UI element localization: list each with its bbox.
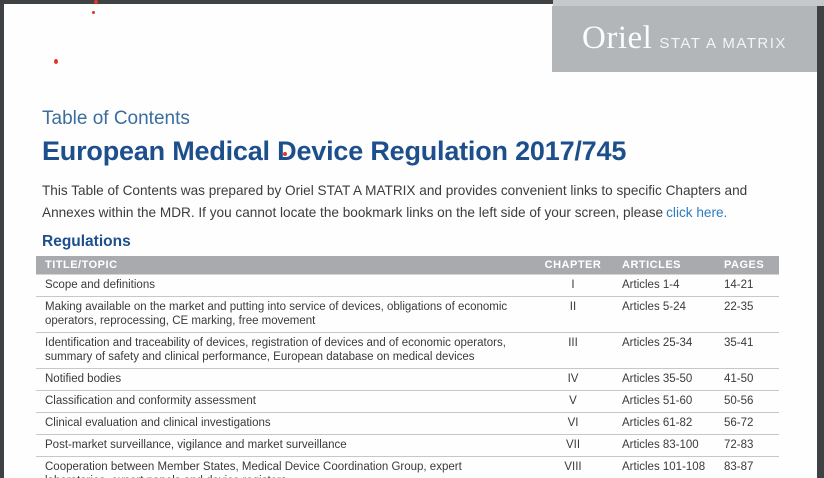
document-content: Table of Contents European Medical Devic…	[36, 108, 796, 478]
row-articles-link[interactable]: Articles 61-82	[610, 412, 712, 435]
row-pages: 22-35	[712, 296, 779, 333]
row-pages: 35-41	[712, 332, 779, 369]
col-header-pages: PAGES	[712, 256, 779, 275]
frame-top-edge-light	[553, 0, 824, 6]
col-header-chapter: CHAPTER	[536, 256, 610, 275]
table-row: Cooperation between Member States, Medic…	[36, 456, 779, 478]
row-pages: 14-21	[712, 274, 779, 297]
intro-text: This Table of Contents was prepared by O…	[42, 183, 748, 220]
row-chapter: IV	[536, 368, 610, 391]
table-row: Scope and definitions I Articles 1-4 14-…	[36, 274, 779, 297]
row-title: Cooperation between Member States, Medic…	[36, 456, 536, 478]
row-chapter: V	[536, 390, 610, 413]
row-articles-link[interactable]: Articles 83-100	[610, 434, 712, 457]
row-title: Post-market surveillance, vigilance and …	[36, 434, 536, 457]
col-header-title-topic: TITLE/TOPIC	[36, 256, 536, 275]
row-articles-link[interactable]: Articles 5-24	[610, 296, 712, 333]
row-title: Identification and traceability of devic…	[36, 332, 536, 369]
table-header-row: TITLE/TOPIC CHAPTER ARTICLES PAGES	[36, 256, 779, 275]
row-title: Making available on the market and putti…	[36, 296, 536, 333]
row-articles-link[interactable]: Articles 51-60	[610, 390, 712, 413]
logo-brand-text: Oriel	[582, 20, 653, 56]
frame-left-edge	[0, 0, 4, 478]
toc-eyebrow: Table of Contents	[42, 108, 190, 129]
row-articles-link[interactable]: Articles 35-50	[610, 368, 712, 391]
frame-top-edge	[0, 0, 553, 4]
row-articles-link[interactable]: Articles 1-4	[610, 274, 712, 297]
row-chapter: VIII	[536, 456, 610, 478]
row-chapter: III	[536, 332, 610, 369]
table-row: Post-market surveillance, vigilance and …	[36, 434, 779, 457]
oriel-logo: Oriel STAT A MATRIX	[552, 6, 817, 72]
row-title: Classification and conformity assessment	[36, 390, 536, 413]
intro-paragraph: This Table of Contents was prepared by O…	[42, 180, 796, 224]
row-pages: 72-83	[712, 434, 779, 457]
table-row: Clinical evaluation and clinical investi…	[36, 412, 779, 435]
red-dot-artifact	[92, 11, 95, 14]
page-title: European Medical Device Regulation 2017/…	[42, 136, 627, 166]
regulations-table: TITLE/TOPIC CHAPTER ARTICLES PAGES Scope…	[36, 256, 779, 478]
row-chapter: I	[536, 274, 610, 297]
regulations-table-wrap: TITLE/TOPIC CHAPTER ARTICLES PAGES Scope…	[36, 256, 790, 478]
col-header-articles: ARTICLES	[610, 256, 712, 275]
regulations-heading: Regulations	[42, 233, 131, 250]
red-dot-artifact	[54, 59, 58, 64]
row-pages: 83-87	[712, 456, 779, 478]
logo-suffix-text: STAT A MATRIX	[659, 35, 787, 52]
row-pages: 56-72	[712, 412, 779, 435]
row-chapter: II	[536, 296, 610, 333]
row-articles-link[interactable]: Articles 101-108	[610, 456, 712, 478]
red-dot-artifact	[94, 0, 98, 4]
table-row: Classification and conformity assessment…	[36, 390, 779, 413]
red-dot-artifact	[283, 152, 287, 156]
row-pages: 41-50	[712, 368, 779, 391]
row-chapter: VII	[536, 434, 610, 457]
table-row: Identification and traceability of devic…	[36, 332, 779, 369]
frame-right-edge	[817, 6, 824, 478]
click-here-link[interactable]: click here.	[666, 205, 728, 220]
row-title: Scope and definitions	[36, 274, 536, 297]
row-pages: 50-56	[712, 390, 779, 413]
row-title: Notified bodies	[36, 368, 536, 391]
row-chapter: VI	[536, 412, 610, 435]
row-articles-link[interactable]: Articles 25-34	[610, 332, 712, 369]
table-row: Notified bodies IV Articles 35-50 41-50	[36, 368, 779, 391]
row-title: Clinical evaluation and clinical investi…	[36, 412, 536, 435]
table-row: Making available on the market and putti…	[36, 296, 779, 333]
